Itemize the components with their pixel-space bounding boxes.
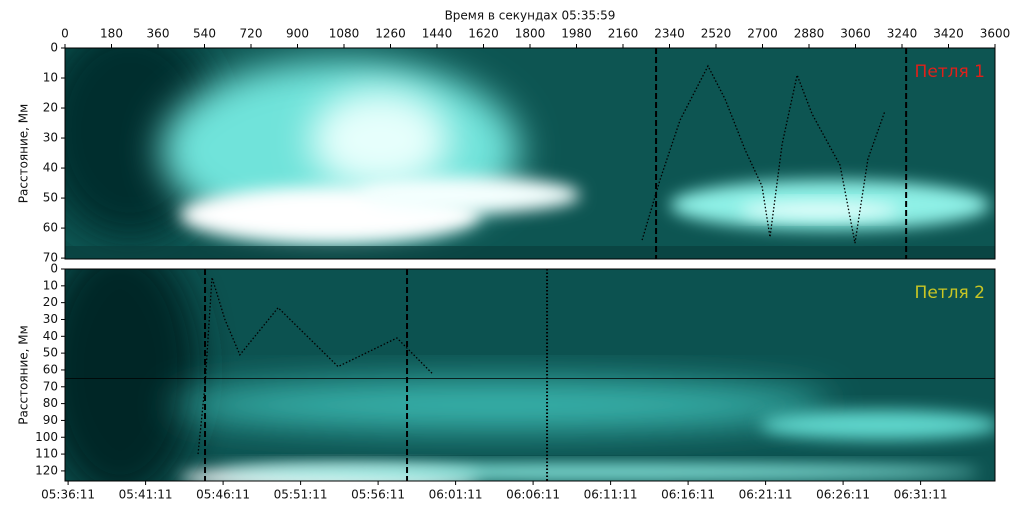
x-tick-label: 06:16:11 (661, 488, 715, 502)
panel-label: Петля 1 (915, 62, 985, 82)
x-tick-label: 3240 (887, 27, 918, 41)
x-tick-label: 1980 (561, 27, 592, 41)
heatmap-image (65, 269, 995, 481)
y-tick-label: 30 (43, 131, 58, 145)
x-tick-label: 05:46:11 (196, 488, 250, 502)
y-tick-label: 40 (43, 161, 58, 175)
y-tick-label: 0 (50, 41, 58, 55)
panel-frame (64, 268, 996, 482)
x-tick-label: 06:26:11 (816, 488, 870, 502)
x-tick-label: 1620 (468, 27, 499, 41)
y-axis-title: Расстояние, Мм (17, 104, 31, 203)
y-tick-label: 0 (50, 262, 58, 276)
y-tick-label: 80 (43, 396, 58, 410)
x-tick-label: 2700 (747, 27, 778, 41)
x-tick-label: 06:21:11 (739, 488, 793, 502)
x-tick-label: 180 (100, 27, 123, 41)
y-tick-label: 110 (35, 447, 58, 461)
y-tick-label: 30 (43, 312, 58, 326)
x-tick-label: 05:41:11 (119, 488, 173, 502)
x-tick-label: 06:06:11 (506, 488, 560, 502)
x-tick-label: 3060 (840, 27, 871, 41)
y-tick-label: 50 (43, 346, 58, 360)
y-tick-label: 70 (43, 379, 58, 393)
x-tick-label: 05:56:11 (351, 488, 405, 502)
panel-label: Петля 2 (915, 283, 985, 303)
loop-trace (197, 277, 433, 455)
x-tick-label: 900 (286, 27, 309, 41)
x-tick-label: 360 (147, 27, 170, 41)
x-tick-label: 1260 (375, 27, 406, 41)
y-tick-label: 120 (35, 463, 58, 477)
y-tick-label: 20 (43, 101, 58, 115)
x-tick-label: 2340 (654, 27, 685, 41)
y-tick-label: 70 (43, 251, 58, 265)
x-tick-label: 720 (240, 27, 263, 41)
x-tick-label: 0 (61, 27, 69, 41)
x-tick-label: 05:36:11 (41, 488, 95, 502)
y-tick-label: 60 (43, 221, 58, 235)
y-tick-label: 40 (43, 329, 58, 343)
heatmap-image (65, 48, 995, 259)
x-tick-label: 06:01:11 (429, 488, 483, 502)
x-tick-label: 2160 (608, 27, 639, 41)
x-tick-label: 3420 (933, 27, 964, 41)
x-tick-label: 2880 (794, 27, 825, 41)
y-tick-label: 10 (43, 278, 58, 292)
y-tick-label: 60 (43, 362, 58, 376)
y-tick-label: 90 (43, 413, 58, 427)
y-axis-title: Расстояние, Мм (17, 325, 31, 424)
x-tick-label: 05:51:11 (274, 488, 328, 502)
x-tick-label: 1800 (515, 27, 546, 41)
x-tick-label: 540 (193, 27, 216, 41)
x-tick-label: 06:11:11 (584, 488, 638, 502)
x-tick-label: 06:31:11 (894, 488, 948, 502)
x-tick-label: 3600 (980, 27, 1011, 41)
y-tick-label: 10 (43, 71, 58, 85)
y-tick-label: 100 (35, 430, 58, 444)
x-tick-label: 1440 (422, 27, 453, 41)
y-tick-label: 50 (43, 191, 58, 205)
x-axis-title: Время в секундах 05:35:59 (445, 9, 616, 23)
x-tick-label: 1080 (329, 27, 360, 41)
y-tick-label: 20 (43, 295, 58, 309)
x-tick-label: 2520 (701, 27, 732, 41)
